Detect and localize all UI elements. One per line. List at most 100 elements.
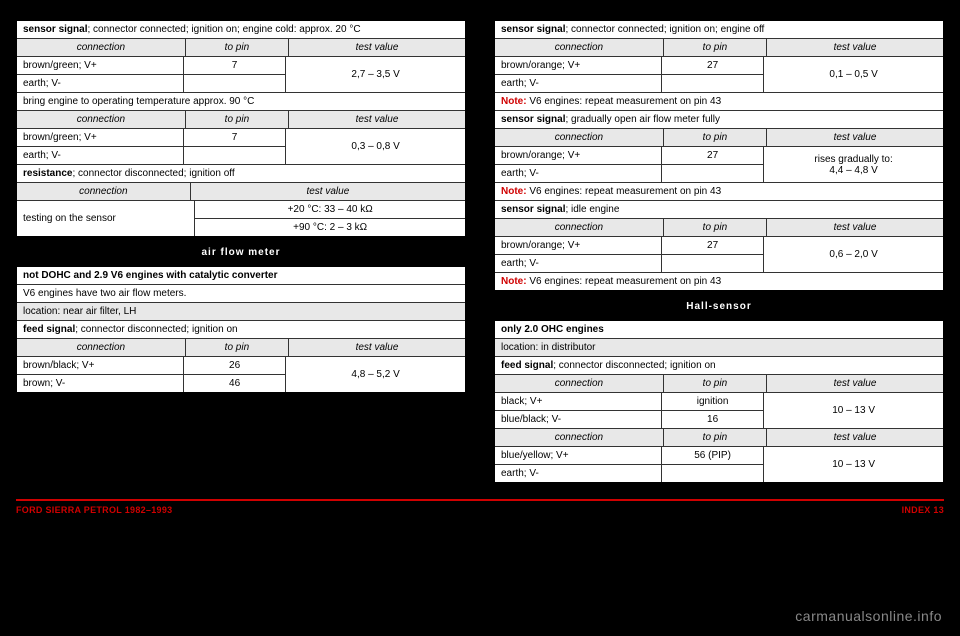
- cell: 56 (PIP): [662, 447, 763, 464]
- col-to-pin: to pin: [186, 339, 289, 356]
- afm-line4: feed signal; connector disconnected; ign…: [17, 321, 465, 338]
- cell: blue/black; V-: [495, 411, 662, 428]
- left-column: sensor signal; connector connected; igni…: [16, 20, 466, 483]
- col-test-value: test value: [767, 219, 943, 236]
- col-to-pin: to pin: [664, 129, 767, 146]
- right-block-2: only 2.0 OHC engines location: in distri…: [494, 320, 944, 483]
- col-to-pin: to pin: [664, 429, 767, 446]
- col-test-value: test value: [289, 39, 465, 56]
- cell: 16: [662, 411, 763, 428]
- afm-line3: location: near air filter, LH: [17, 303, 465, 320]
- cell: 10 – 13 V: [763, 447, 943, 482]
- cell: brown/green; V+: [17, 129, 184, 146]
- note-3: Note: V6 engines: repeat measurement on …: [495, 273, 943, 290]
- hall-l1: only 2.0 OHC engines: [495, 321, 943, 338]
- section-title-hall-sensor: Hall-sensor: [494, 297, 944, 314]
- note-operating-temp: bring engine to operating temperature ap…: [17, 93, 465, 110]
- cell: 27: [662, 57, 763, 74]
- col-connection: connection: [17, 111, 186, 128]
- col-connection: connection: [17, 339, 186, 356]
- page-footer: FORD SIERRA PETROL 1982–1993 INDEX 13: [0, 505, 960, 515]
- col-test-value: test value: [767, 375, 943, 392]
- r-sensor-1: sensor signal; connector connected; igni…: [495, 21, 943, 38]
- cell: brown/orange; V+: [495, 147, 662, 164]
- cell: +20 °C: 33 – 40 kΩ: [195, 201, 465, 219]
- col-connection: connection: [17, 183, 191, 200]
- cell: earth; V-: [495, 255, 662, 272]
- cell: brown/black; V+: [17, 357, 184, 374]
- note-text: V6 engines: repeat measurement on pin 43: [529, 186, 721, 197]
- col-test-value: test value: [289, 111, 465, 128]
- cell: earth; V-: [495, 165, 662, 182]
- afm-line2: V6 engines have two air flow meters.: [17, 285, 465, 302]
- col-connection: connection: [495, 39, 664, 56]
- cell: 0,6 – 2,0 V: [763, 237, 943, 272]
- cell: +90 °C: 2 – 3 kΩ: [195, 219, 465, 236]
- cell: 27: [662, 147, 763, 164]
- page: sensor signal; connector connected; igni…: [0, 0, 960, 636]
- cell: [662, 465, 763, 482]
- col-to-pin: to pin: [186, 39, 289, 56]
- col-to-pin: to pin: [664, 219, 767, 236]
- cell: 0,3 – 0,8 V: [285, 129, 465, 164]
- note-1: Note: V6 engines: repeat measurement on …: [495, 93, 943, 110]
- col-to-pin: to pin: [664, 375, 767, 392]
- r-sensor-2: sensor signal; gradually open air flow m…: [495, 111, 943, 128]
- col-test-value: test value: [289, 339, 465, 356]
- cell: brown/green; V+: [17, 57, 184, 74]
- cell: brown/orange; V+: [495, 57, 662, 74]
- col-test-value: test value: [767, 129, 943, 146]
- cell: black; V+: [495, 393, 662, 410]
- afm-line1: not DOHC and 2.9 V6 engines with catalyt…: [17, 267, 465, 284]
- r-sensor-3: sensor signal; idle engine: [495, 201, 943, 218]
- footer-left: FORD SIERRA PETROL 1982–1993: [16, 505, 172, 515]
- cell: [662, 255, 763, 272]
- right-column: sensor signal; connector connected; igni…: [494, 20, 944, 483]
- content-columns: sensor signal; connector connected; igni…: [0, 0, 960, 493]
- cell: 27: [662, 237, 763, 254]
- cell: [662, 75, 763, 92]
- footer-right: INDEX 13: [902, 505, 944, 515]
- left-block-2: not DOHC and 2.9 V6 engines with catalyt…: [16, 266, 466, 393]
- hall-l3: feed signal; connector disconnected; ign…: [495, 357, 943, 374]
- cell: 2,7 – 3,5 V: [285, 57, 465, 92]
- col-test-value: test value: [191, 183, 465, 200]
- watermark: carmanualsonline.info: [795, 608, 942, 624]
- note-text: V6 engines: repeat measurement on pin 43: [529, 276, 721, 287]
- resistance-header: resistance; connector disconnected; igni…: [17, 165, 465, 182]
- cell: 10 – 13 V: [763, 393, 943, 428]
- cell: [662, 165, 763, 182]
- note-2: Note: V6 engines: repeat measurement on …: [495, 183, 943, 200]
- col-connection: connection: [495, 375, 664, 392]
- cell: earth; V-: [17, 147, 184, 164]
- cell: 26: [184, 357, 285, 374]
- cell: brown; V-: [17, 375, 184, 392]
- col-connection: connection: [495, 129, 664, 146]
- cell: 7: [184, 57, 285, 74]
- left-block-1: sensor signal; connector connected; igni…: [16, 20, 466, 237]
- cell: [184, 147, 285, 164]
- col-test-value: test value: [767, 429, 943, 446]
- col-connection: connection: [17, 39, 186, 56]
- cell: earth; V-: [495, 465, 662, 482]
- col-connection: connection: [495, 429, 664, 446]
- hall-l2: location: in distributor: [495, 339, 943, 356]
- section-title-air-flow-meter: air flow meter: [16, 243, 466, 260]
- col-test-value: test value: [767, 39, 943, 56]
- cell: earth; V-: [17, 75, 184, 92]
- col-connection: connection: [495, 219, 664, 236]
- cell: rises gradually to:4,4 – 4,8 V: [763, 147, 943, 182]
- col-to-pin: to pin: [186, 111, 289, 128]
- cell: 0,1 – 0,5 V: [763, 57, 943, 92]
- cell: 7: [184, 129, 285, 146]
- sensor-signal-header: sensor signal; connector connected; igni…: [17, 21, 465, 38]
- cell: 4,8 – 5,2 V: [285, 357, 465, 392]
- cell: brown/orange; V+: [495, 237, 662, 254]
- right-block-1: sensor signal; connector connected; igni…: [494, 20, 944, 291]
- footer-divider: [16, 499, 944, 501]
- cell: earth; V-: [495, 75, 662, 92]
- col-to-pin: to pin: [664, 39, 767, 56]
- cell: blue/yellow; V+: [495, 447, 662, 464]
- cell: testing on the sensor: [17, 201, 195, 236]
- note-text: V6 engines: repeat measurement on pin 43: [529, 96, 721, 107]
